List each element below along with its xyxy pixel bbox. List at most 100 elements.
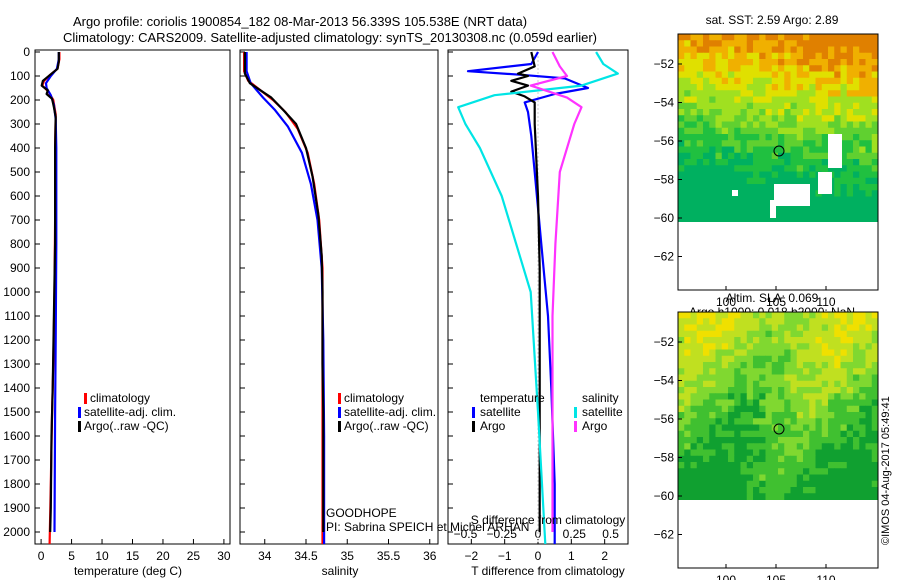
map-cell <box>771 71 779 79</box>
map-cell <box>771 90 779 97</box>
map-cell <box>678 165 685 172</box>
map-cell <box>821 387 829 394</box>
map-cell <box>684 84 691 91</box>
map-cell <box>765 59 773 66</box>
map-cell <box>709 493 716 500</box>
map-cell <box>715 84 723 91</box>
map-cell <box>753 418 760 425</box>
title-line1: Argo profile: coriolis 1900854_182 08-Ma… <box>73 14 527 29</box>
map-cell <box>759 387 766 394</box>
map-cell <box>746 202 754 210</box>
map-cell <box>715 40 723 47</box>
map-cell <box>803 59 810 66</box>
map-cell <box>690 196 698 204</box>
map-cell <box>871 437 879 444</box>
map-cell <box>828 487 835 494</box>
map-cell <box>759 34 766 41</box>
map-cell <box>728 380 735 388</box>
map-cell <box>846 46 854 54</box>
map-cell <box>715 177 723 185</box>
map-cell <box>865 474 873 482</box>
map-cell <box>859 202 866 210</box>
map-cell <box>859 215 866 222</box>
map-cell <box>728 121 735 129</box>
map-cell <box>809 374 816 382</box>
map-cell <box>803 312 810 319</box>
map-cell <box>853 355 860 363</box>
map-cell <box>828 424 835 432</box>
map-cell <box>796 134 804 141</box>
map-cell <box>871 115 879 122</box>
map-cell <box>709 202 716 210</box>
map-cell <box>859 46 866 54</box>
map-cell <box>784 349 791 357</box>
map-top-title: sat. SST: 2.59 Argo: 2.89 <box>706 13 839 27</box>
map-cell <box>846 449 854 457</box>
map-cell <box>759 474 766 482</box>
map-cell <box>771 324 779 332</box>
map-cell <box>690 52 698 60</box>
map-cell <box>834 374 841 382</box>
map-cell <box>846 59 854 66</box>
map-cell <box>821 455 829 463</box>
map-cell <box>753 215 760 222</box>
map-cell <box>765 90 773 97</box>
map-cell <box>853 312 860 319</box>
map-cell <box>709 165 716 172</box>
map-cell <box>765 330 773 338</box>
depth-tick-label: 200 <box>10 93 30 107</box>
map-cell <box>759 159 766 166</box>
map-cell <box>834 362 841 369</box>
map-cell <box>771 52 779 60</box>
map-cell <box>740 190 748 197</box>
map-cell <box>690 146 698 154</box>
map-cell <box>715 455 723 463</box>
map-cell <box>790 52 798 60</box>
argo-position-marker <box>773 145 785 157</box>
map-cell <box>715 430 723 438</box>
map-cell <box>740 412 748 419</box>
map-cell <box>709 71 716 79</box>
map-cell <box>734 46 741 54</box>
map-cell <box>690 209 698 216</box>
map-cell <box>765 343 773 350</box>
map-cell <box>678 318 685 325</box>
map-cell <box>703 102 710 110</box>
map-cell <box>815 443 823 450</box>
map-cell <box>865 393 873 400</box>
map-cell <box>684 59 691 66</box>
map-cell <box>709 368 716 375</box>
map-cell <box>728 362 735 369</box>
map-cell <box>728 487 735 494</box>
map-cell <box>678 449 685 457</box>
map-cell <box>690 487 698 494</box>
map-cell <box>846 474 854 482</box>
depth-tick-label: 500 <box>10 165 30 179</box>
map-cell <box>771 165 779 172</box>
map-cell <box>746 165 754 172</box>
map-cell <box>784 324 791 332</box>
map-cell <box>809 487 816 494</box>
map-cell <box>734 146 741 154</box>
map-cell <box>703 312 710 319</box>
map-cell <box>859 90 866 97</box>
map-cell <box>784 65 791 72</box>
map-cell <box>740 121 748 129</box>
map-cell <box>834 215 841 222</box>
map-cell <box>696 202 704 210</box>
map-cell <box>796 368 804 375</box>
map-cell <box>784 449 791 457</box>
map-cell <box>703 34 710 41</box>
temperature-xlabel: temperature (deg C) <box>74 564 182 578</box>
legend-label-t-argo: Argo <box>480 419 506 433</box>
map-cell <box>853 380 860 388</box>
map-cell <box>790 177 798 185</box>
map-cell <box>778 165 785 172</box>
map-cell <box>840 355 848 363</box>
map-cell <box>734 443 741 450</box>
map-cell <box>809 171 816 179</box>
map-cell <box>759 343 766 350</box>
map-cell <box>796 102 804 110</box>
map-cell <box>728 190 735 197</box>
